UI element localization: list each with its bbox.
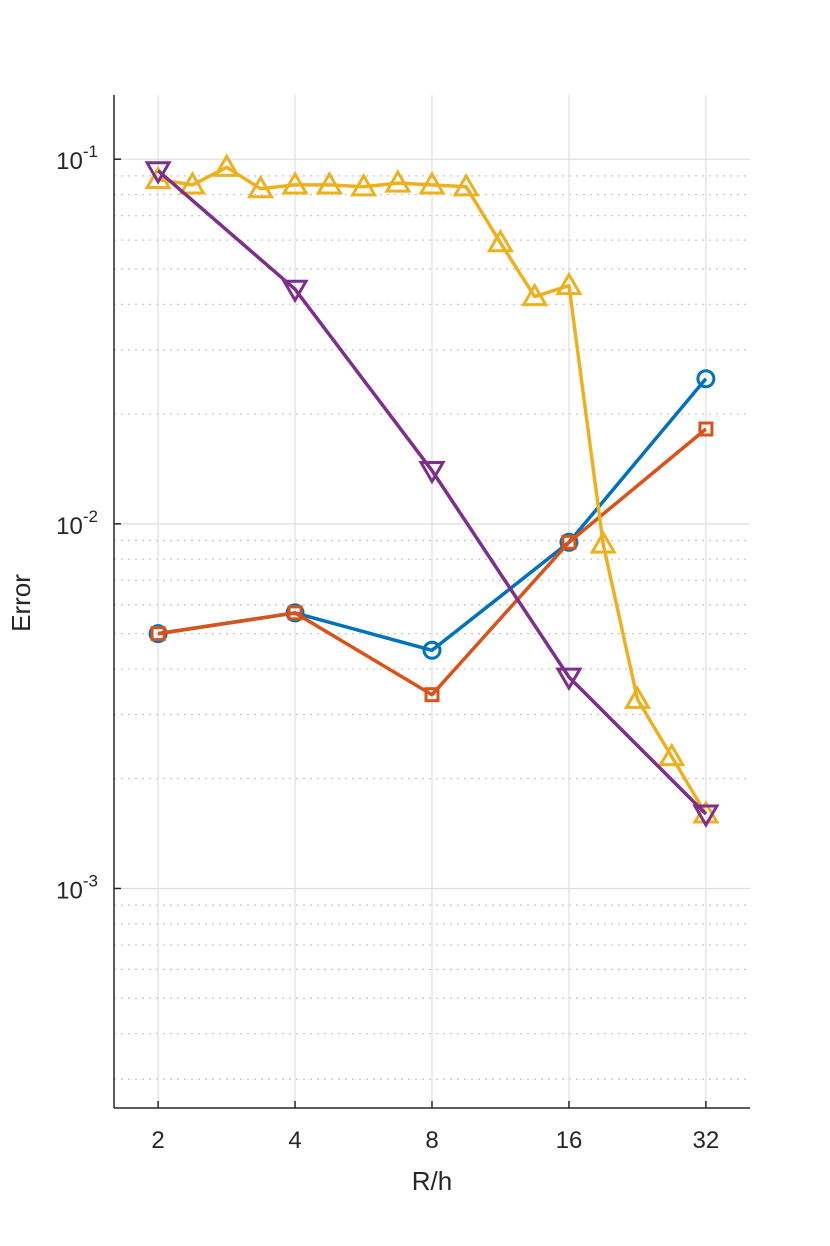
triangle-up-marker [315,170,344,195]
triangle-up-marker [144,165,172,189]
triangle-up-marker [246,174,275,199]
x-tick-label: 8 [425,1127,438,1154]
triangle-down-marker [692,804,720,829]
x-tick-label: 32 [693,1127,720,1154]
triangle-up-marker [452,172,480,197]
triangle-up-marker [418,170,446,195]
square-marker [150,626,166,642]
y-tick-label: 10-1 [56,142,98,175]
series [144,153,720,829]
triangle-up-marker [658,742,686,767]
triangle-up-marker [692,800,720,824]
y-tick-label: 10-3 [56,871,98,904]
square-marker [424,687,440,703]
x-tick-labels: 2 4 8 16 32 [151,1101,719,1154]
y-tick-label: 10-2 [56,507,98,540]
series-triangle-down [144,161,720,829]
series-line [156,169,708,816]
grid [114,95,750,1108]
circle-marker [696,369,716,389]
triangle-up-marker [384,169,412,193]
circle-marker [422,640,442,660]
triangle-up-marker [521,282,549,307]
x-tick-label: 16 [556,1127,583,1154]
series-line [157,427,708,697]
x-axis-label: R/h [412,1166,452,1196]
y-axis-label: Error [6,574,36,632]
triangle-up-marker [486,228,515,253]
square-marker [561,534,577,550]
square-marker [698,421,714,437]
series-square [150,421,714,703]
triangle-down-marker [418,461,446,485]
y-tick-labels: 10-1 10-2 10-3 [56,142,121,904]
x-tick-label: 2 [151,1127,164,1154]
triangle-down-marker [281,279,309,304]
triangle-up-marker [589,530,617,554]
series-line [157,165,708,815]
triangle-up-marker [623,685,652,709]
triangle-up-marker [213,153,241,177]
triangle-up-marker [178,170,207,195]
triangle-down-marker [555,667,583,692]
triangle-up-marker [281,170,309,195]
circle-marker [559,532,579,552]
x-tick-label: 4 [288,1127,301,1154]
triangle-up-marker [555,271,583,296]
triangle-down-marker [144,161,172,185]
square-marker [287,605,303,621]
triangle-up-marker [350,172,378,197]
series-triangle-up [144,153,720,824]
